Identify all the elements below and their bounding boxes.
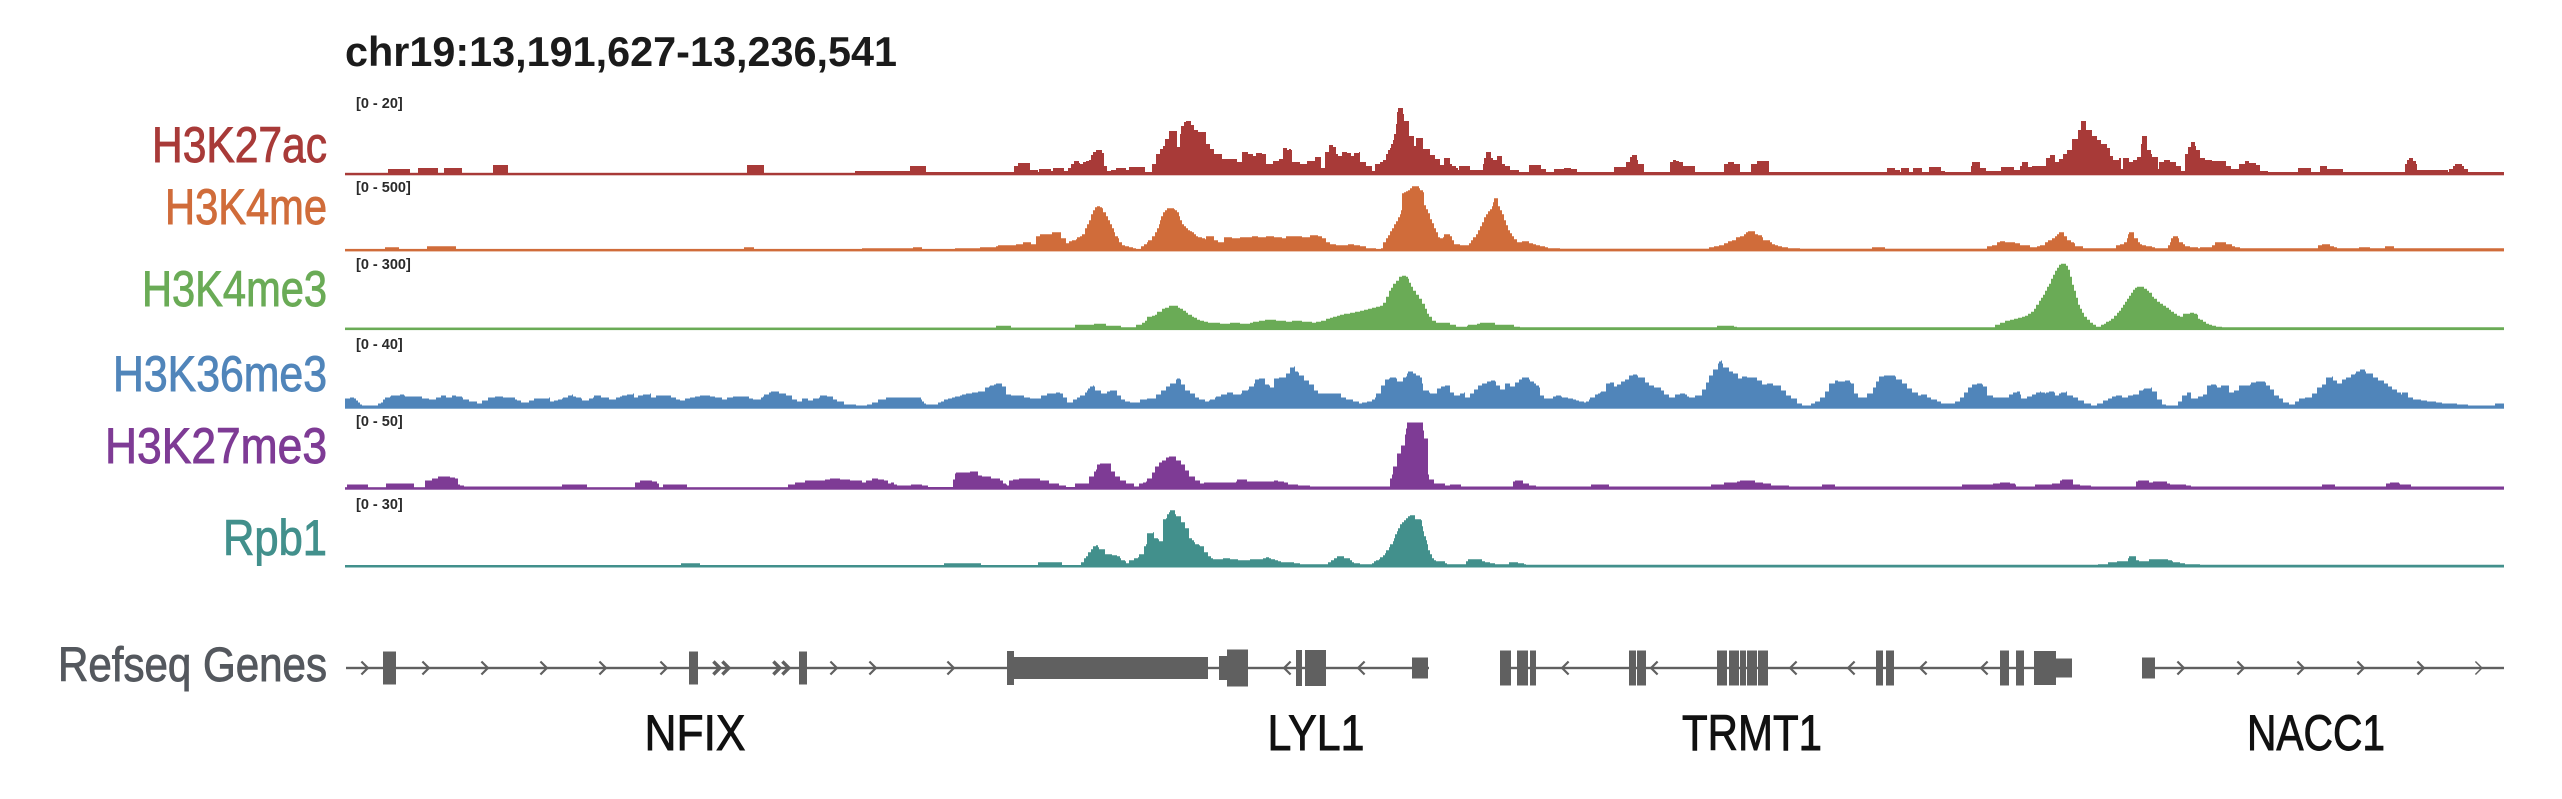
svg-text:[0 - 20]: [0 - 20]: [356, 96, 403, 112]
svg-text:[0 - 50]: [0 - 50]: [356, 414, 403, 430]
svg-text:NACC1: NACC1: [2247, 705, 2385, 761]
svg-text:LYL1: LYL1: [1268, 705, 1365, 761]
svg-text:H3K36me3: H3K36me3: [113, 346, 327, 402]
svg-text:[0 - 300]: [0 - 300]: [356, 257, 411, 273]
svg-text:H3K4me3: H3K4me3: [142, 261, 327, 317]
svg-text:chr19:13,191,627-13,236,541: chr19:13,191,627-13,236,541: [345, 28, 897, 75]
svg-text:H3K4me: H3K4me: [165, 179, 327, 235]
svg-text:H3K27ac: H3K27ac: [152, 117, 327, 173]
svg-text:NFIX: NFIX: [645, 705, 746, 761]
svg-text:Refseq Genes: Refseq Genes: [58, 639, 327, 692]
svg-text:[0 - 40]: [0 - 40]: [356, 337, 403, 353]
svg-text:[0 - 30]: [0 - 30]: [356, 497, 403, 513]
svg-text:[0 - 500]: [0 - 500]: [356, 180, 411, 196]
svg-text:Rpb1: Rpb1: [223, 510, 327, 566]
svg-text:TRMT1: TRMT1: [1682, 705, 1822, 761]
svg-text:H3K27me3: H3K27me3: [105, 418, 327, 474]
